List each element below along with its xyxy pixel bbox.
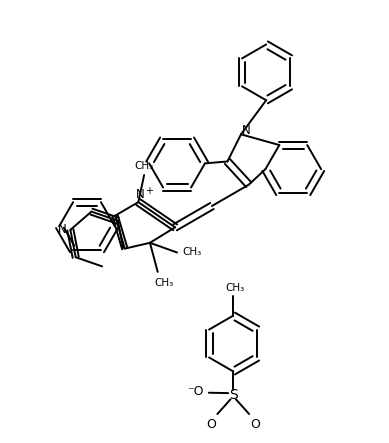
Text: CH₃: CH₃	[225, 283, 244, 293]
Text: CH₃: CH₃	[154, 278, 173, 288]
Text: S: S	[229, 388, 238, 402]
Text: O: O	[250, 418, 260, 431]
Text: +: +	[145, 186, 153, 195]
Text: N: N	[58, 223, 66, 237]
Text: CH₃: CH₃	[135, 162, 154, 171]
Text: O: O	[207, 418, 217, 431]
Text: CH₃: CH₃	[182, 248, 202, 257]
Text: ⁻O: ⁻O	[187, 385, 204, 398]
Text: N: N	[136, 188, 145, 201]
Text: N: N	[242, 124, 251, 137]
